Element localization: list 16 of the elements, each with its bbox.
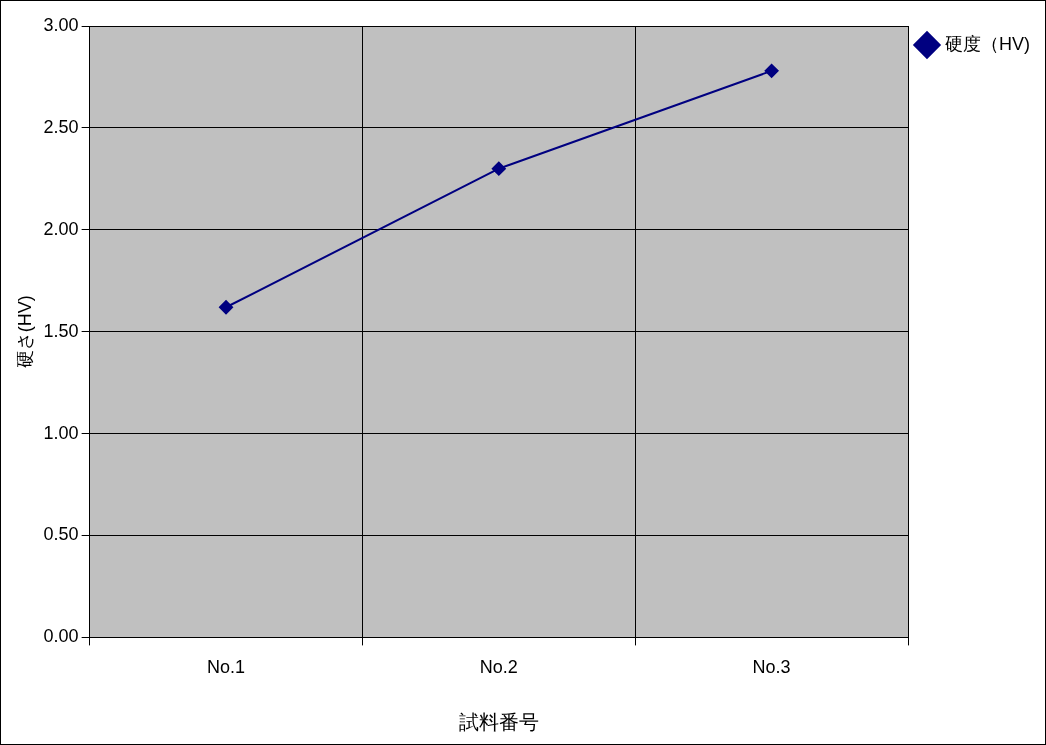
y-tick-label: 1.50 (43, 320, 79, 341)
y-tick-label: 1.00 (43, 422, 79, 443)
y-tick-label: 3.00 (43, 14, 79, 35)
x-axis-title: 試料番号 (458, 710, 539, 733)
x-tick-label: No.2 (479, 657, 518, 678)
y-axis-title: 硬さ(HV) (14, 295, 35, 369)
x-tick-label: No.3 (752, 657, 791, 678)
y-tick-label: 2.00 (43, 218, 79, 239)
y-tick-label: 0.00 (43, 626, 79, 647)
point (491, 161, 506, 176)
x-tick-label: No.1 (207, 657, 246, 678)
legend-label: 硬度（HV) (945, 33, 1030, 54)
y-tick-label: 2.50 (43, 116, 79, 137)
point (219, 300, 234, 315)
point (764, 63, 779, 78)
y-tick-label: 0.50 (43, 524, 79, 545)
